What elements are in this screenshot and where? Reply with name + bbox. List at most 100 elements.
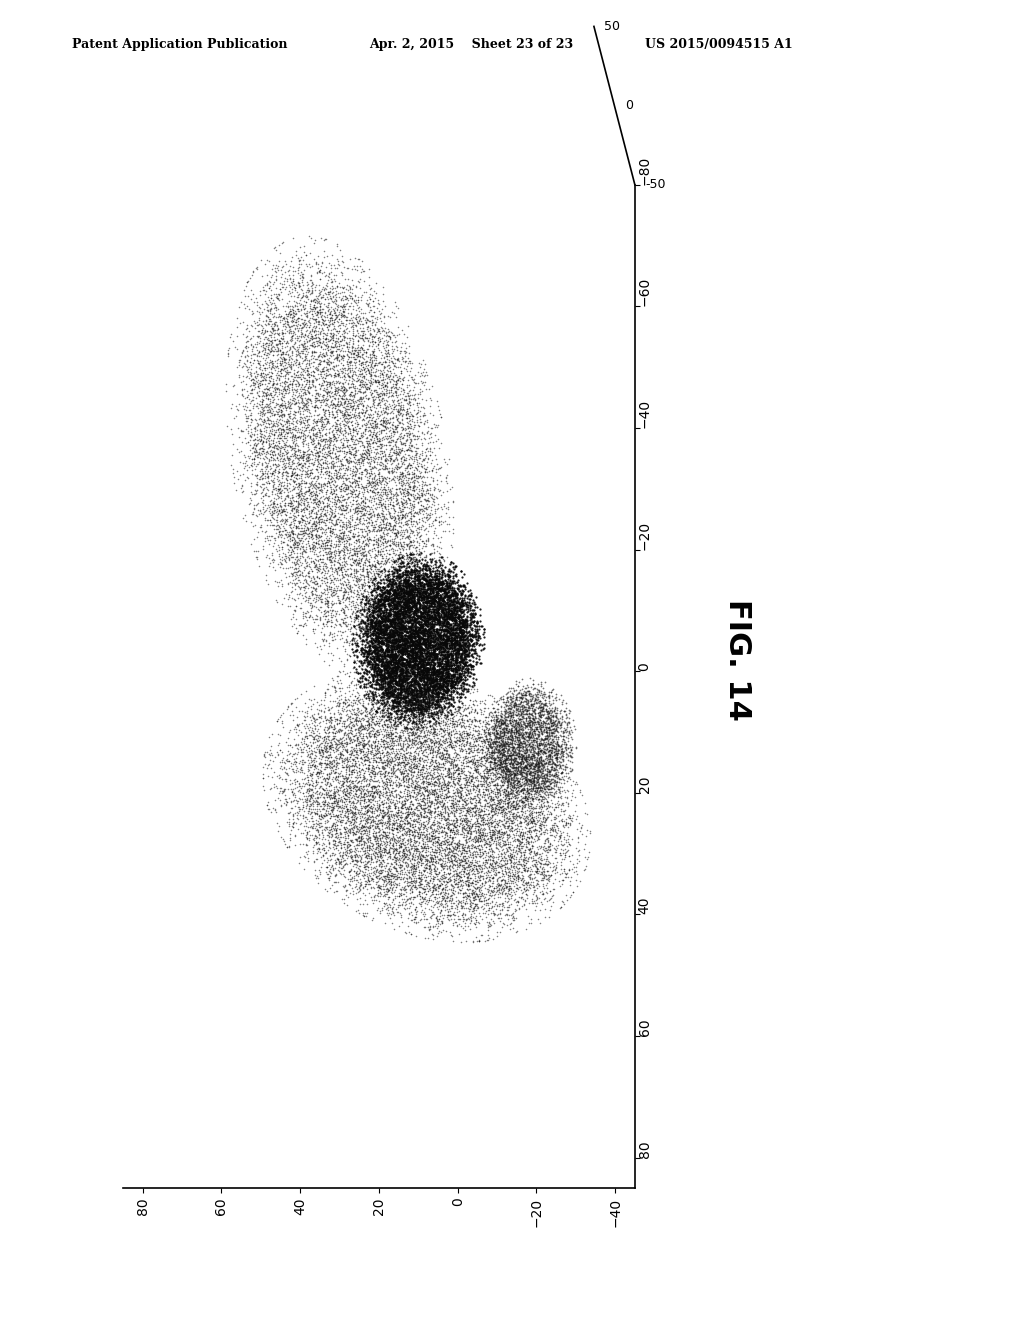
Point xyxy=(381,461,397,482)
Point xyxy=(338,880,354,902)
Point xyxy=(454,741,470,762)
Point xyxy=(344,711,360,733)
Point xyxy=(345,710,361,731)
Point xyxy=(404,701,421,722)
Point xyxy=(359,781,376,803)
Point xyxy=(561,834,578,855)
Point xyxy=(312,552,329,573)
Point xyxy=(417,606,433,627)
Point xyxy=(388,812,404,833)
Point xyxy=(412,573,428,594)
Point xyxy=(480,760,497,781)
Point xyxy=(456,612,472,634)
Point xyxy=(263,383,280,404)
Point xyxy=(359,750,376,771)
Point xyxy=(377,669,393,690)
Point xyxy=(536,767,552,788)
Point xyxy=(298,789,314,810)
Point xyxy=(458,809,474,830)
Point xyxy=(352,763,369,784)
Point xyxy=(375,673,391,694)
Point xyxy=(547,710,563,731)
Point xyxy=(438,546,455,568)
Point xyxy=(449,733,465,754)
Point xyxy=(370,387,386,408)
Point xyxy=(421,490,437,511)
Point xyxy=(416,576,432,597)
Point xyxy=(382,663,398,684)
Point xyxy=(417,730,433,751)
Point xyxy=(389,467,406,488)
Point xyxy=(407,506,423,527)
Point xyxy=(273,379,290,400)
Point xyxy=(391,814,408,836)
Point xyxy=(408,873,424,894)
Point xyxy=(396,638,413,659)
Point xyxy=(315,537,332,558)
Point xyxy=(560,744,577,766)
Point xyxy=(465,779,481,800)
Point xyxy=(379,706,395,727)
Point xyxy=(418,668,434,689)
Point xyxy=(402,902,419,923)
Point xyxy=(324,570,340,591)
Point xyxy=(354,764,371,785)
Point xyxy=(407,664,423,685)
Point xyxy=(458,639,474,660)
Point xyxy=(547,702,563,723)
Point xyxy=(460,750,476,771)
Point xyxy=(385,851,401,873)
Point xyxy=(540,854,556,875)
Point xyxy=(423,609,439,630)
Point xyxy=(503,750,519,771)
Point xyxy=(344,548,360,569)
Point xyxy=(382,440,398,461)
Point xyxy=(296,579,312,601)
Point xyxy=(311,706,328,727)
Point xyxy=(360,554,377,576)
Point xyxy=(412,586,428,607)
Point xyxy=(513,763,529,784)
Point xyxy=(338,817,354,838)
Point xyxy=(534,700,550,721)
Point xyxy=(449,727,465,748)
Point xyxy=(380,651,396,672)
Point xyxy=(471,774,487,795)
Point xyxy=(420,727,436,748)
Point xyxy=(321,752,337,774)
Point xyxy=(327,305,343,326)
Point xyxy=(430,774,446,795)
Point xyxy=(439,701,456,722)
Point xyxy=(475,843,492,865)
Point xyxy=(414,632,430,653)
Point xyxy=(369,484,385,506)
Point xyxy=(346,354,362,375)
Point xyxy=(493,762,509,783)
Point xyxy=(340,429,356,450)
Point xyxy=(470,880,486,902)
Point xyxy=(370,404,386,425)
Point xyxy=(458,813,474,834)
Point xyxy=(404,612,421,634)
Point xyxy=(315,496,332,517)
Point xyxy=(355,566,372,587)
Point xyxy=(387,306,403,327)
Point xyxy=(387,639,403,660)
Point xyxy=(305,789,322,810)
Point xyxy=(536,812,552,833)
Point xyxy=(425,491,441,512)
Point xyxy=(317,495,334,516)
Point xyxy=(367,640,383,661)
Point xyxy=(366,442,382,463)
Point xyxy=(467,851,483,873)
Point xyxy=(417,569,433,590)
Point xyxy=(353,612,370,634)
Point xyxy=(349,256,366,277)
Point xyxy=(543,865,559,886)
Point xyxy=(382,611,398,632)
Point xyxy=(450,681,466,702)
Point xyxy=(356,391,373,412)
Point xyxy=(351,279,368,300)
Point xyxy=(429,582,445,603)
Point xyxy=(389,746,406,767)
